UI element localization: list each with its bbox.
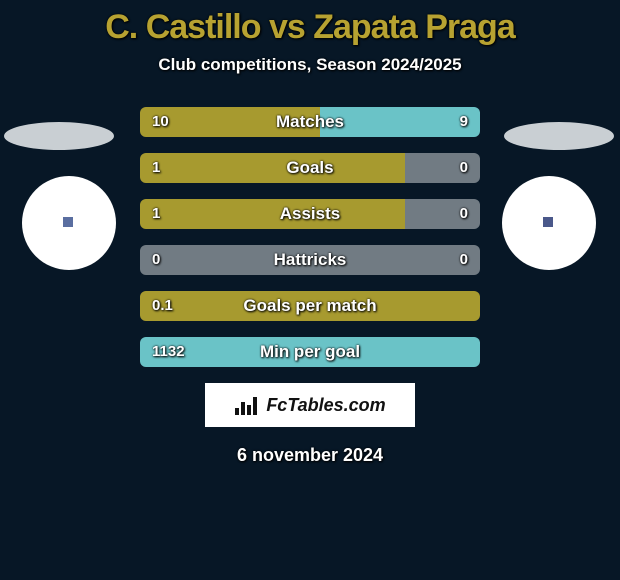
page-title: C. Castillo vs Zapata Praga	[0, 0, 620, 47]
stat-value-left: 10	[140, 107, 181, 137]
stat-row: Min per goal1132	[140, 337, 480, 367]
stat-value-left: 0.1	[140, 291, 185, 321]
stat-label: Goals	[140, 153, 480, 183]
left-player-ellipse	[4, 122, 114, 150]
right-badge-icon	[541, 215, 555, 229]
stat-value-right: 0	[448, 245, 480, 275]
left-player-circle	[22, 176, 116, 270]
stat-value-left: 1132	[140, 337, 197, 367]
stat-value-left: 1	[140, 199, 172, 229]
stat-value-right: 0	[448, 199, 480, 229]
brand-badge: FcTables.com	[205, 383, 415, 427]
stat-label: Assists	[140, 199, 480, 229]
left-badge-icon	[61, 215, 75, 229]
stat-row: Assists1 0	[140, 199, 480, 229]
stat-label: Goals per match	[140, 291, 480, 321]
right-player-ellipse	[504, 122, 614, 150]
stat-label: Matches	[140, 107, 480, 137]
right-player-circle	[502, 176, 596, 270]
brand-bars-icon	[234, 394, 260, 416]
comparison-bars: Matches109Goals10Assists10Hattricks00Goa…	[140, 107, 480, 367]
date-text: 6 november 2024	[0, 445, 620, 466]
stat-row: Goals per match0.1	[140, 291, 480, 321]
stat-row: Hattricks0 0	[140, 245, 480, 275]
subtitle: Club competitions, Season 2024/2025	[0, 55, 620, 75]
stat-value-right: 9	[448, 107, 480, 137]
stat-row: Goals1 0	[140, 153, 480, 183]
stat-row: Matches10 9	[140, 107, 480, 137]
stat-value-left: 1	[140, 153, 172, 183]
stat-value-right: 0	[448, 153, 480, 183]
brand-text: FcTables.com	[266, 395, 385, 416]
stat-value-left: 0	[140, 245, 172, 275]
stat-label: Hattricks	[140, 245, 480, 275]
